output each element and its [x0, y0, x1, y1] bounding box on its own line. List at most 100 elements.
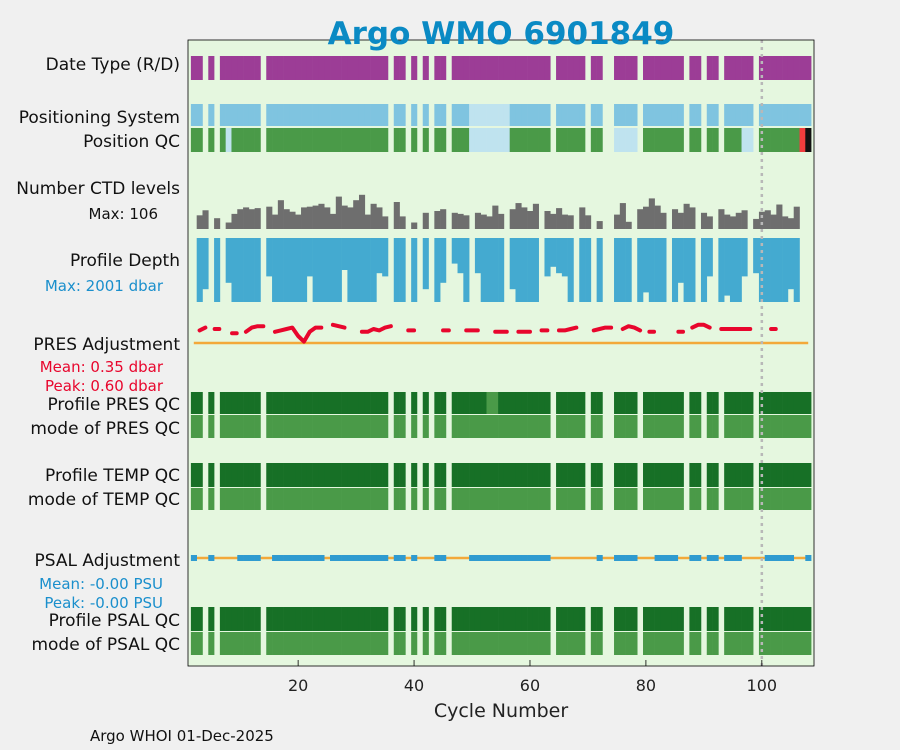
- ctd-level-bar: [463, 215, 470, 229]
- temp-qc-cell: [706, 463, 713, 487]
- temp-mode-cell: [660, 488, 667, 510]
- psal-adjust-point: [330, 555, 337, 561]
- psal-mode-cell: [527, 632, 534, 655]
- temp-mode-cell: [306, 488, 313, 510]
- temp-mode-cell: [544, 488, 551, 510]
- pres-qc-cell: [764, 392, 771, 414]
- position-qc-cell: [729, 128, 737, 152]
- positioning-cell: [660, 104, 667, 126]
- ctd-level-bar: [474, 212, 482, 229]
- psal-adjust-point: [538, 555, 545, 561]
- positioning-cell: [747, 104, 754, 126]
- psal-mode-cell: [277, 632, 284, 655]
- date-type-cell: [561, 56, 568, 80]
- temp-mode-cell: [301, 488, 308, 510]
- psal-qc-cell: [625, 607, 632, 631]
- pres-qc-cell: [254, 392, 261, 414]
- temp-mode-cell: [225, 488, 232, 510]
- temp-qc-cell: [411, 463, 418, 487]
- psal-adjust-point: [399, 555, 406, 561]
- ctd-level-bar: [619, 203, 626, 229]
- temp-qc-cell: [509, 463, 516, 487]
- psal-mode-cell: [451, 632, 458, 655]
- pres-qc-cell: [492, 392, 499, 414]
- positioning-cell: [301, 104, 308, 126]
- temp-mode-cell: [764, 488, 771, 510]
- positioning-cell: [272, 104, 279, 126]
- pres-adjust-line: [272, 325, 324, 344]
- pres-qc-cell: [741, 392, 748, 414]
- pres-qc-cell: [758, 392, 766, 414]
- pres-qc-cell: [358, 392, 366, 414]
- pres-mode-cell: [393, 415, 400, 438]
- positioning-cell: [776, 104, 783, 126]
- date-type-cell: [695, 56, 702, 80]
- position-qc-cell: [654, 128, 661, 152]
- pres-qc-cell: [677, 392, 684, 414]
- date-type-cell: [625, 56, 632, 80]
- pres-adjust-line: [359, 324, 393, 334]
- psal-qc-cell: [532, 607, 539, 631]
- pres-mode-cell: [503, 415, 510, 438]
- positioning-cell: [677, 104, 684, 126]
- psal-qc-cell: [347, 607, 354, 631]
- positioning-cell: [243, 104, 250, 126]
- position-qc-cell: [770, 128, 777, 152]
- temp-mode-cell: [706, 488, 713, 510]
- pres-mode-cell: [364, 415, 371, 438]
- positioning-cell: [805, 104, 812, 126]
- pres-mode-cell: [341, 415, 348, 438]
- ctd-level-bar: [486, 216, 493, 229]
- ctd-level-bar: [770, 214, 777, 229]
- profile-depth-bar: [787, 238, 795, 290]
- psal-qc-cell: [480, 607, 487, 631]
- position-qc-cell: [509, 128, 516, 152]
- date-type-cell: [422, 56, 429, 80]
- profile-depth-bar: [248, 238, 255, 302]
- psal-adjust-point: [358, 555, 366, 561]
- temp-qc-cell: [677, 463, 684, 487]
- psal-qc-cell: [219, 607, 226, 631]
- temp-mode-cell: [451, 488, 458, 510]
- psal-adjust-point: [689, 555, 696, 561]
- profile-depth-bar: [718, 238, 725, 302]
- psal-mode-cell: [689, 632, 696, 655]
- position-qc-cell: [330, 128, 337, 152]
- positioning-cell: [411, 104, 418, 126]
- pres-qc-cell: [248, 392, 255, 414]
- psal-qc-cell: [330, 607, 337, 631]
- pres-mode-cell: [567, 415, 574, 438]
- temp-mode-cell: [509, 488, 516, 510]
- psal-qc-cell: [318, 607, 325, 631]
- positioning-cell: [231, 104, 238, 126]
- x-tick-label: 80: [636, 676, 656, 695]
- psal-qc-cell: [799, 607, 806, 631]
- temp-mode-cell: [382, 488, 389, 510]
- pres-mode-cell: [399, 415, 406, 438]
- position-qc-cell: [219, 128, 226, 152]
- ctd-level-bar: [515, 203, 522, 229]
- temp-mode-cell: [463, 488, 470, 510]
- temp-mode-cell: [190, 488, 197, 510]
- pres-mode-cell: [509, 415, 516, 438]
- temp-qc-cell: [770, 463, 777, 487]
- temp-qc-cell: [324, 463, 331, 487]
- date-type-cell: [248, 56, 255, 80]
- ctd-level-bar: [225, 222, 232, 229]
- position-qc-cell: [393, 128, 400, 152]
- pres-qc-cell: [521, 392, 528, 414]
- temp-qc-cell: [498, 463, 505, 487]
- temp-qc-cell: [399, 463, 406, 487]
- profile-depth-bar: [277, 238, 284, 302]
- ctd-level-bar: [544, 211, 551, 229]
- ctd-level-bar: [683, 203, 690, 229]
- positioning-cell: [799, 104, 806, 126]
- pres-qc-cell: [787, 392, 795, 414]
- ctd-level-bar: [324, 207, 331, 229]
- positioning-cell: [486, 104, 493, 126]
- psal-mode-cell: [190, 632, 197, 655]
- temp-qc-cell: [243, 463, 250, 487]
- profile-depth-bar: [637, 238, 644, 302]
- psal-mode-cell: [619, 632, 626, 655]
- psal-qc-cell: [486, 607, 493, 631]
